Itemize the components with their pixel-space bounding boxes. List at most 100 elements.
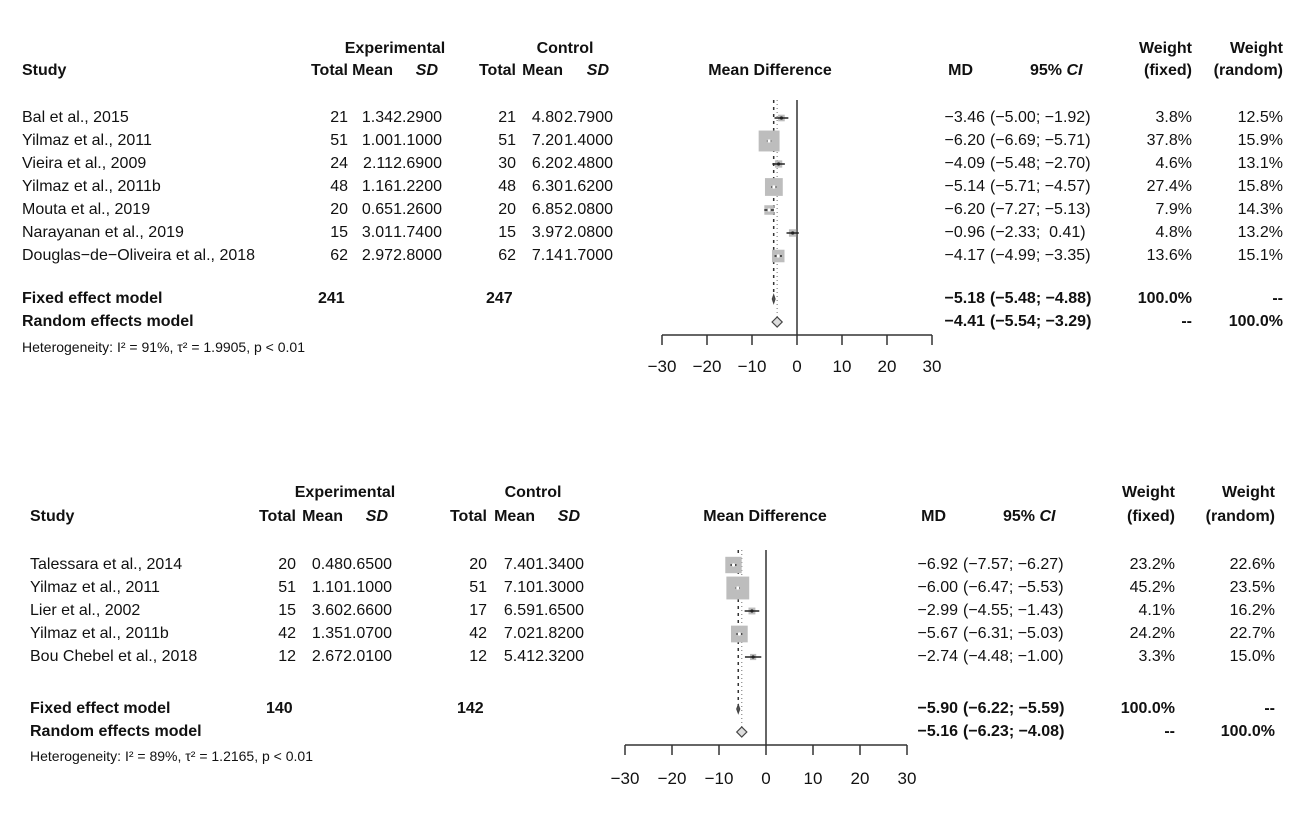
header-mean-difference: Mean Difference bbox=[708, 62, 832, 79]
header-weight-fixed: Weight bbox=[1138, 40, 1192, 57]
header-ci-prefix: 95% bbox=[1003, 508, 1040, 525]
header-ci-prefix: 95% bbox=[1030, 62, 1067, 79]
header-ctl-mean: Mean bbox=[494, 508, 535, 525]
exp-sd: 2.0100 bbox=[343, 648, 392, 665]
exp-total: 12 bbox=[278, 648, 296, 665]
study-name: Bou Chebel et al., 2018 bbox=[30, 648, 198, 665]
exp-mean: 2.97 bbox=[361, 247, 393, 264]
study-point bbox=[751, 655, 755, 659]
ctl-sd: 1.3400 bbox=[535, 556, 584, 573]
fixed-effect-ci: (−5.48; −4.88) bbox=[990, 290, 1092, 307]
random-effects-label: Random effects model bbox=[22, 313, 194, 330]
header-ctl-sd: SD bbox=[557, 508, 580, 525]
fixed-effect-label: Fixed effect model bbox=[22, 290, 163, 307]
weight-fixed: 23.2% bbox=[1129, 556, 1175, 573]
weight-fixed: 3.3% bbox=[1138, 648, 1175, 665]
random-effects-md: −5.16 bbox=[917, 723, 958, 740]
x-tick-label: 30 bbox=[897, 769, 917, 788]
md-value: −6.00 bbox=[917, 579, 958, 596]
header-experimental: Experimental bbox=[344, 40, 446, 57]
md-value: −6.92 bbox=[917, 556, 958, 573]
header-control: Control bbox=[536, 40, 594, 57]
ci-value: (−5.71; −4.57) bbox=[990, 178, 1091, 195]
fixed-effect-weight-fixed: 100.0% bbox=[1137, 290, 1192, 307]
exp-total: 51 bbox=[278, 579, 296, 596]
study-name: Yilmaz et al., 2011b bbox=[22, 178, 161, 195]
weight-fixed: 4.6% bbox=[1155, 155, 1192, 172]
x-tick-label: −20 bbox=[657, 769, 687, 788]
study-point bbox=[776, 254, 780, 258]
header-ci-italic: CI bbox=[1066, 62, 1083, 79]
header-ci-italic: CI bbox=[1039, 508, 1056, 525]
md-value: −0.96 bbox=[944, 224, 985, 241]
ctl-total: 62 bbox=[498, 247, 516, 264]
ctl-total: 20 bbox=[469, 556, 487, 573]
exp-total: 48 bbox=[330, 178, 348, 195]
x-tick-label: 30 bbox=[922, 357, 942, 376]
exp-mean: 1.00 bbox=[361, 132, 393, 149]
weight-random: 12.5% bbox=[1237, 109, 1283, 126]
fixed-effect-diamond bbox=[736, 703, 741, 715]
random-effects-weight-fixed: -- bbox=[1164, 723, 1175, 740]
random-effects-label: Random effects model bbox=[30, 723, 202, 740]
x-tick-label: 10 bbox=[803, 769, 823, 788]
weight-fixed: 37.8% bbox=[1146, 132, 1192, 149]
fixed-effect-exp-total: 241 bbox=[318, 290, 345, 307]
ctl-mean: 6.20 bbox=[531, 155, 563, 172]
ctl-sd: 2.7900 bbox=[564, 109, 613, 126]
exp-total: 20 bbox=[278, 556, 296, 573]
exp-sd: 2.6900 bbox=[393, 155, 442, 172]
exp-sd: 1.7400 bbox=[393, 224, 442, 241]
exp-sd: 1.2200 bbox=[393, 178, 442, 195]
exp-total: 20 bbox=[330, 201, 348, 218]
exp-total: 51 bbox=[330, 132, 348, 149]
md-value: −2.99 bbox=[917, 602, 958, 619]
heterogeneity-text: Heterogeneity: I² = 89%, τ² = 1.2165, p … bbox=[30, 748, 313, 764]
study-name: Douglas−de−Oliveira et al., 2018 bbox=[22, 247, 256, 264]
study-point bbox=[772, 185, 776, 189]
exp-total: 42 bbox=[278, 625, 296, 642]
ci-value: (−5.48; −2.70) bbox=[990, 155, 1091, 172]
random-effects-weight-random: 100.0% bbox=[1220, 723, 1275, 740]
x-tick-label: 0 bbox=[792, 357, 802, 376]
md-value: −3.46 bbox=[944, 109, 985, 126]
random-effects-ci: (−6.23; −4.08) bbox=[963, 723, 1065, 740]
ctl-sd: 1.6500 bbox=[535, 602, 584, 619]
study-name: Yilmaz et al., 2011b bbox=[30, 625, 169, 642]
ctl-mean: 7.20 bbox=[531, 132, 563, 149]
fixed-effect-diamond bbox=[771, 293, 776, 305]
x-tick-label: 0 bbox=[761, 769, 771, 788]
x-tick-label: 20 bbox=[877, 357, 897, 376]
ctl-mean: 6.30 bbox=[531, 178, 563, 195]
ctl-mean: 3.97 bbox=[531, 224, 563, 241]
header-experimental: Experimental bbox=[294, 484, 396, 501]
ctl-total: 51 bbox=[498, 132, 516, 149]
exp-mean: 0.48 bbox=[311, 556, 343, 573]
ctl-mean: 7.14 bbox=[531, 247, 563, 264]
exp-total: 15 bbox=[278, 602, 296, 619]
header-weight-fixed-sub: (fixed) bbox=[1144, 62, 1192, 79]
ctl-total: 42 bbox=[469, 625, 487, 642]
weight-random: 13.1% bbox=[1237, 155, 1283, 172]
ci-value: (−4.99; −3.35) bbox=[990, 247, 1091, 264]
ctl-sd: 1.8200 bbox=[535, 625, 584, 642]
header-weight-random-sub: (random) bbox=[1213, 62, 1283, 79]
fixed-effect-weight-fixed: 100.0% bbox=[1120, 700, 1175, 717]
header-weight-fixed-sub: (fixed) bbox=[1127, 508, 1175, 525]
fixed-effect-weight-random: -- bbox=[1264, 700, 1275, 717]
header-exp-total: Total bbox=[258, 508, 296, 525]
exp-mean: 0.65 bbox=[361, 201, 393, 218]
random-effects-ci: (−5.54; −3.29) bbox=[990, 313, 1092, 330]
weight-random: 22.6% bbox=[1229, 556, 1275, 573]
md-value: −5.14 bbox=[944, 178, 985, 195]
weight-fixed: 4.1% bbox=[1138, 602, 1175, 619]
ctl-mean: 6.85 bbox=[531, 201, 563, 218]
study-name: Mouta et al., 2019 bbox=[22, 201, 151, 218]
random-effects-md: −4.41 bbox=[944, 313, 985, 330]
ctl-total: 21 bbox=[498, 109, 516, 126]
header-weight-random-sub: (random) bbox=[1205, 508, 1275, 525]
header-md: MD bbox=[921, 508, 946, 525]
header-weight-random: Weight bbox=[1229, 40, 1283, 57]
header-md: MD bbox=[948, 62, 973, 79]
